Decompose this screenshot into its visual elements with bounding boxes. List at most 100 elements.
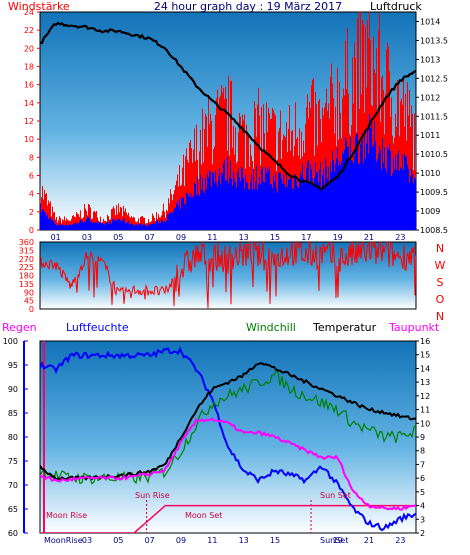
temperature-tick-label: 4 bbox=[420, 502, 425, 511]
x-tick-label: 13 bbox=[239, 536, 249, 545]
dewpoint-line bbox=[40, 417, 416, 511]
x-tick-label: 13 bbox=[239, 233, 249, 242]
temperature-tick-label: 14 bbox=[420, 364, 430, 373]
x-tick-label: 03 bbox=[82, 233, 92, 242]
pressure-tick-label: 1008.5 bbox=[420, 226, 448, 235]
x-tick-label: 03 bbox=[82, 536, 92, 545]
x-tick-label: 07 bbox=[145, 233, 155, 242]
direction-tick-label: 45 bbox=[24, 297, 34, 306]
wind-tick-label: 6 bbox=[29, 172, 34, 181]
direction-tick-label: 0 bbox=[29, 305, 34, 314]
x-tick-label: 17 bbox=[301, 233, 311, 242]
wind-tick-label: 24 bbox=[24, 8, 34, 17]
panel1-labels: 0246810121416182022241008.510091009.5101… bbox=[24, 8, 448, 242]
temperature-tick-label: 11 bbox=[420, 406, 430, 415]
direction-tick-label: 225 bbox=[19, 263, 34, 272]
humidity-line bbox=[40, 346, 416, 532]
x-tick-label: 21 bbox=[364, 536, 374, 545]
panel2-data bbox=[40, 242, 416, 309]
wind-tick-label: 0 bbox=[29, 226, 34, 235]
direction-tick-label: 180 bbox=[19, 272, 34, 281]
pressure-tick-label: 1010.5 bbox=[420, 150, 448, 159]
humidity-tick-label: 60 bbox=[8, 529, 18, 538]
direction-compass-label: S bbox=[437, 276, 444, 289]
pressure-tick-label: 1013 bbox=[420, 55, 440, 64]
humidity-tick-label: 90 bbox=[8, 385, 18, 394]
header-right: Luftdruck bbox=[370, 0, 422, 13]
moon-set-label: Moon Set bbox=[185, 511, 222, 520]
x-tick-label: 19 bbox=[333, 536, 343, 545]
event-label: Sun Set bbox=[320, 491, 351, 500]
legend-windchill: Windchill bbox=[246, 321, 296, 334]
humidity-tick-label: 65 bbox=[8, 505, 18, 514]
x-tick-label: 23 bbox=[395, 233, 405, 242]
temperature-tick-label: 12 bbox=[420, 392, 430, 401]
temperature-tick-label: 16 bbox=[420, 337, 430, 346]
event-label: Sun Rise bbox=[135, 491, 170, 500]
temperature-tick-label: 9 bbox=[420, 433, 425, 442]
panel3-labels: 6065707580859095100234567891011121314151… bbox=[3, 337, 430, 545]
pressure-tick-label: 1012.5 bbox=[420, 74, 448, 83]
wind-tick-label: 20 bbox=[24, 44, 34, 53]
x-tick-label: 11 bbox=[207, 233, 217, 242]
direction-compass-label: O bbox=[436, 293, 445, 306]
humidity-tick-label: 85 bbox=[8, 409, 18, 418]
label-luftfeuchte: Luftfeuchte bbox=[66, 321, 129, 334]
temperature-tick-label: 15 bbox=[420, 351, 430, 360]
temperature-tick-label: 8 bbox=[420, 447, 425, 456]
pressure-line bbox=[40, 21, 416, 191]
wind-tick-label: 4 bbox=[29, 190, 34, 199]
x-tick-label: 01 bbox=[51, 233, 61, 242]
direction-compass-label: N bbox=[436, 310, 444, 323]
pressure-tick-label: 1011.5 bbox=[420, 112, 448, 121]
humidity-tick-label: 70 bbox=[8, 481, 18, 490]
direction-tick-label: 90 bbox=[24, 288, 34, 297]
chart-title: 24 hour graph day : 19 März 2017 bbox=[154, 0, 342, 13]
x-tick-label: 09 bbox=[176, 233, 186, 242]
direction-compass-label: W bbox=[435, 259, 446, 272]
wind-tick-label: 8 bbox=[29, 153, 34, 162]
rain-line bbox=[40, 504, 416, 533]
pressure-tick-label: 1014 bbox=[420, 17, 440, 26]
wind-tick-label: 14 bbox=[24, 99, 34, 108]
direction-compass-label: N bbox=[436, 242, 444, 255]
humidity-tick-label: 100 bbox=[3, 337, 18, 346]
temperature-tick-label: 10 bbox=[420, 419, 430, 428]
x-tick-label: 23 bbox=[395, 536, 405, 545]
wind-tick-label: 18 bbox=[24, 63, 34, 72]
x-tick-label: 15 bbox=[270, 536, 280, 545]
humidity-tick-label: 75 bbox=[8, 457, 18, 466]
pressure-tick-label: 1009.5 bbox=[420, 188, 448, 197]
direction-tick-label: 135 bbox=[19, 280, 34, 289]
header-left: Windstärke bbox=[8, 0, 70, 13]
x-tick-label: 15 bbox=[270, 233, 280, 242]
wind-tick-label: 16 bbox=[24, 81, 34, 90]
legend-temperatur: Temperatur bbox=[312, 321, 377, 334]
x-tick-label: 05 bbox=[113, 536, 123, 545]
pressure-tick-label: 1011 bbox=[420, 131, 440, 140]
wind-tick-label: 10 bbox=[24, 135, 34, 144]
temperature-tick-label: 13 bbox=[420, 378, 430, 387]
temperature-tick-label: 7 bbox=[420, 460, 425, 469]
wind-tick-label: 2 bbox=[29, 208, 34, 217]
temperature-tick-label: 6 bbox=[420, 474, 425, 483]
direction-tick-label: 315 bbox=[19, 246, 34, 255]
panel1-data bbox=[40, 12, 416, 230]
humidity-tick-label: 80 bbox=[8, 433, 18, 442]
wind-tick-label: 12 bbox=[24, 117, 34, 126]
pressure-tick-label: 1009 bbox=[420, 207, 440, 216]
temperature-tick-label: 3 bbox=[420, 515, 425, 524]
temperature-tick-label: 2 bbox=[420, 529, 425, 538]
wind-direction-line bbox=[40, 242, 416, 309]
pressure-tick-label: 1010 bbox=[420, 169, 440, 178]
temperature-tick-label: 5 bbox=[420, 488, 425, 497]
panel3-data bbox=[40, 341, 416, 533]
x-tick-label: 09 bbox=[176, 536, 186, 545]
moon-rise-label: Moon Rise bbox=[46, 511, 87, 520]
x-tick-label: 11 bbox=[207, 536, 217, 545]
pressure-tick-label: 1012 bbox=[420, 93, 440, 102]
moonrise-axis-label: MoonRise bbox=[44, 536, 83, 545]
x-tick-label: 19 bbox=[333, 233, 343, 242]
